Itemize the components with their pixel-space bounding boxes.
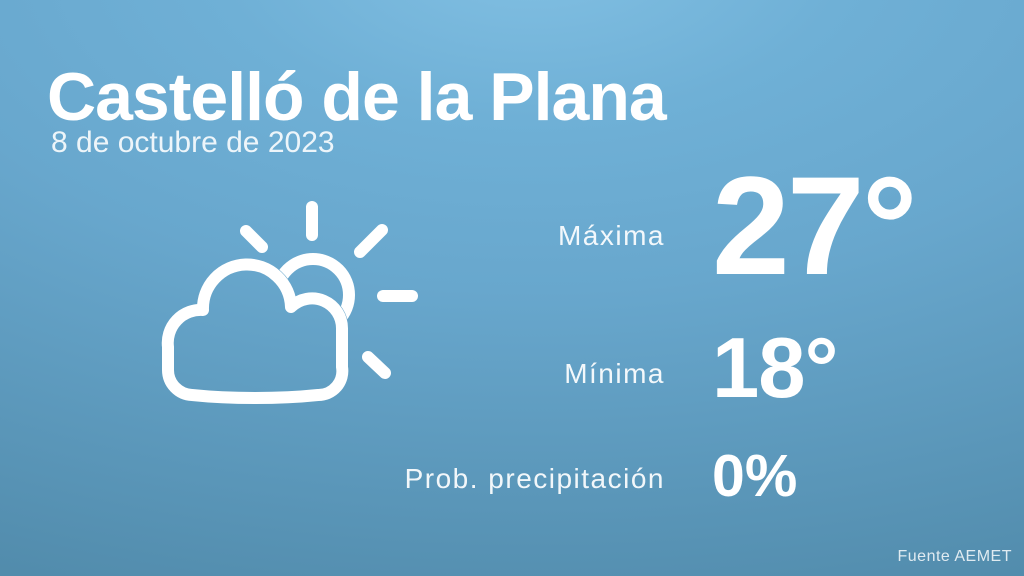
sun-circle [271,253,355,337]
sun-ray-upper-left [240,225,268,253]
max-temp-value: 27° [712,147,918,304]
min-temp-value: 18° [712,321,839,416]
sun-ray-lower-right [362,351,391,379]
max-temp-label: Máxima [557,220,665,251]
min-temp-label: Mínima [564,358,665,389]
cloud-outline [161,258,349,404]
precipitation-probability-value: 0% [712,443,798,509]
sun-ray-upper-right [354,224,388,258]
precipitation-probability-label: Prob. precipitación [404,463,665,494]
forecast-date: 8 de octubre de 2023 [51,126,335,159]
data-source-credit: Fuente AEMET [897,548,1012,565]
sun-behind-cloud-icon [140,195,425,410]
page-title: Castelló de la Plana [47,59,667,135]
